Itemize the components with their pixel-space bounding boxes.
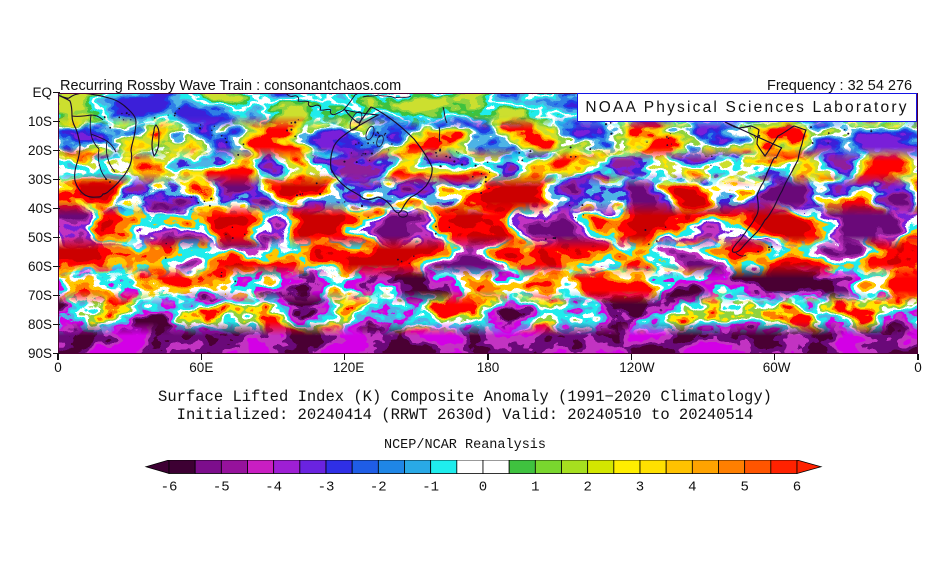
svg-text:-4: -4 <box>265 480 282 496</box>
svg-text:0: 0 <box>479 480 487 496</box>
svg-text:5: 5 <box>740 480 748 496</box>
svg-text:2: 2 <box>583 480 591 496</box>
svg-text:-2: -2 <box>370 480 387 496</box>
svg-text:-1: -1 <box>422 480 439 496</box>
svg-text:-6: -6 <box>161 480 178 496</box>
svg-text:-5: -5 <box>213 480 230 496</box>
svg-text:6: 6 <box>793 480 801 496</box>
svg-text:4: 4 <box>688 480 696 496</box>
svg-text:1: 1 <box>531 480 539 496</box>
svg-text:-3: -3 <box>318 480 335 496</box>
svg-text:3: 3 <box>636 480 644 496</box>
